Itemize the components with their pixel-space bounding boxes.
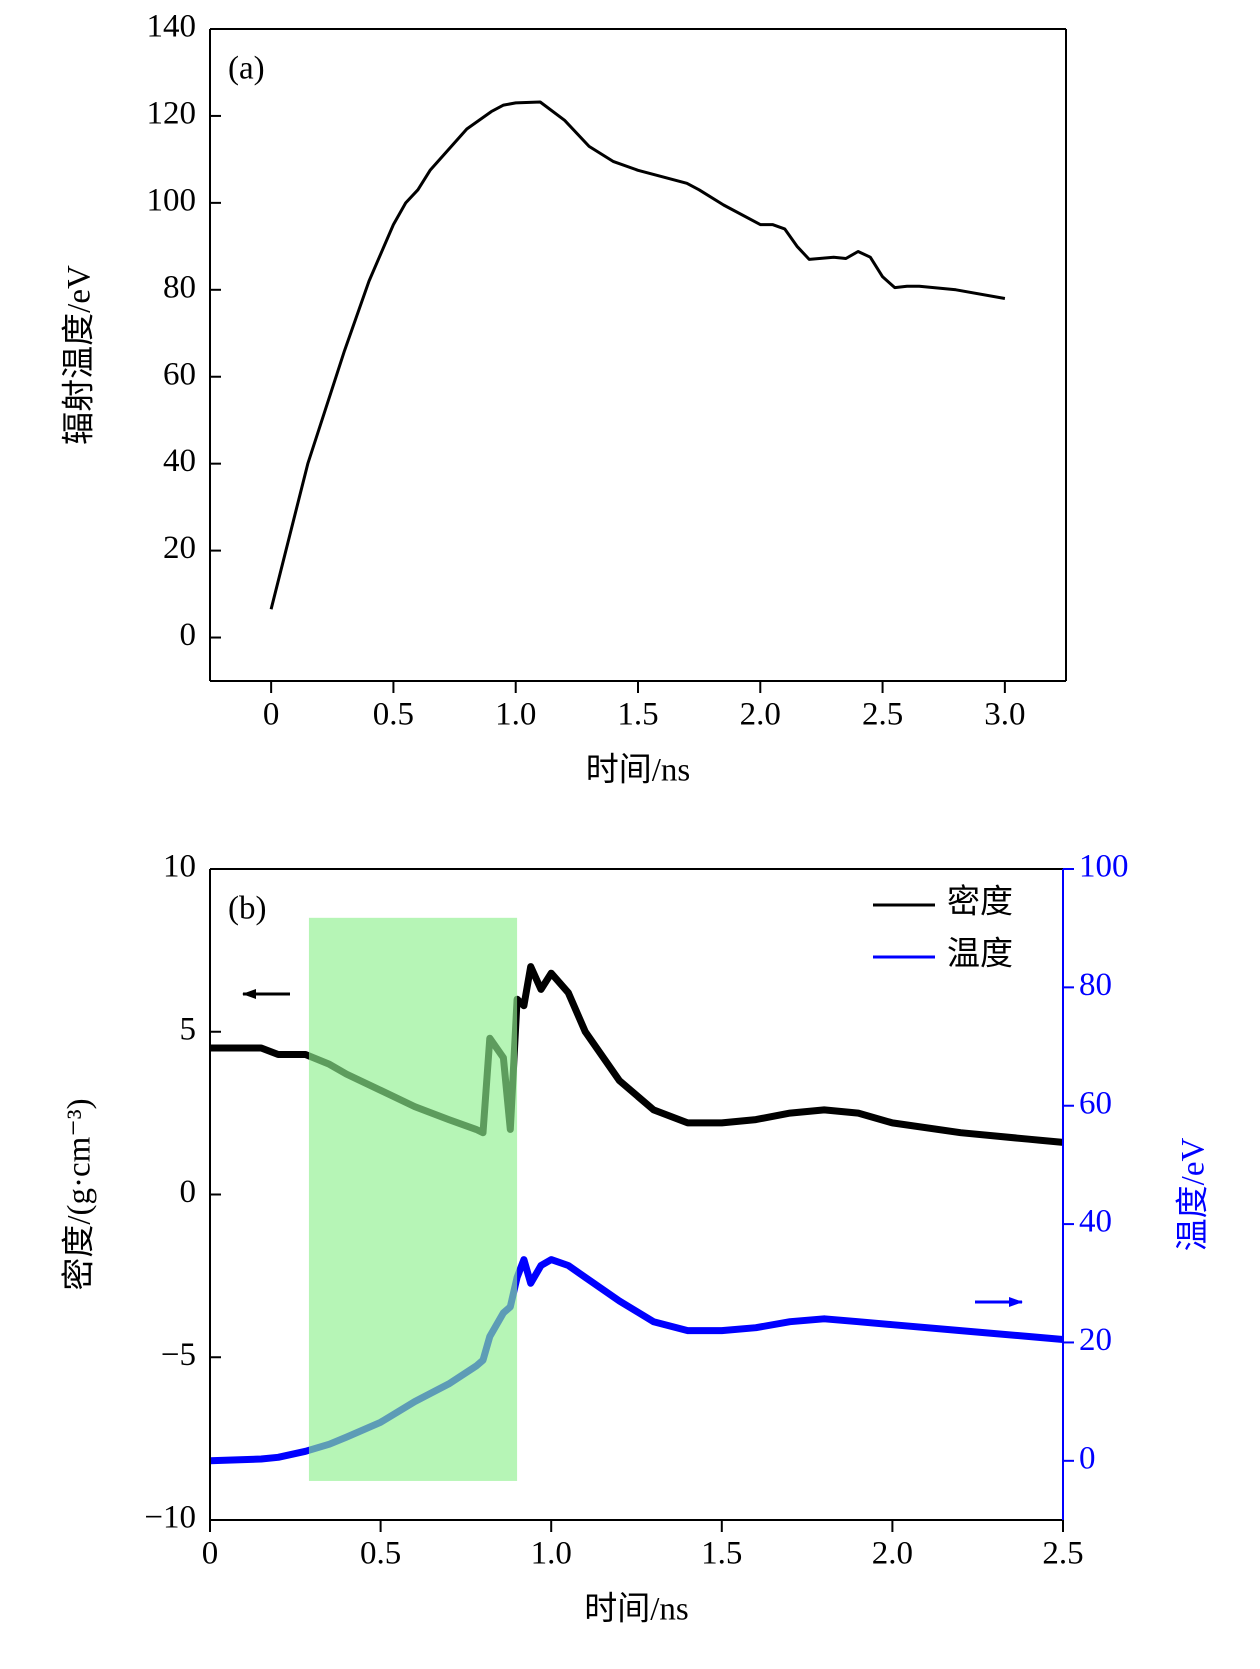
y-axis-title: 辐射温度/eV	[61, 265, 98, 445]
y-tick-label: −10	[144, 1500, 196, 1536]
panel-label: (a)	[228, 51, 265, 87]
x-tick-label: 0	[263, 697, 280, 733]
y-tick-label: 0	[180, 617, 197, 653]
legend-label: 温度	[947, 936, 1013, 973]
y-tick-label: 60	[163, 356, 196, 392]
y-tick-label: 120	[147, 96, 197, 132]
x-tick-label: 0	[202, 1536, 219, 1572]
y-tick-label: 0	[180, 1174, 197, 1210]
x-tick-label: 2.5	[862, 697, 903, 733]
y-tick-label: −5	[161, 1337, 196, 1373]
x-tick-label: 1.0	[495, 697, 536, 733]
x-tick-label: 3.0	[984, 697, 1025, 733]
x-tick-label: 0.5	[373, 697, 414, 733]
panel: 0 0.5 1.0 1.5 2.0 2.5 3.0 0 20 40 60 80 100 120 140 (a)…	[61, 9, 1067, 789]
y-tick-label: 20	[163, 530, 196, 566]
y2-tick-label: 80	[1079, 967, 1112, 1003]
y2-tick-label: 0	[1079, 1440, 1096, 1476]
y2-tick-label: 20	[1079, 1322, 1112, 1358]
x-tick-label: 2.5	[1042, 1536, 1083, 1572]
y-tick-label: 140	[147, 9, 197, 45]
series-line	[269, 100, 1006, 610]
y2-tick-label: 60	[1079, 1085, 1112, 1121]
x-tick-label: 2.0	[740, 697, 781, 733]
y-axis-title: 密度/(g·cm⁻³)	[61, 1098, 98, 1290]
x-tick-label: 1.5	[617, 697, 658, 733]
panel: 0 0.5 1.0 1.5 2.0 2.5−10−50510020406080100(b)…	[61, 849, 1212, 1628]
panel-label: (b)	[228, 891, 266, 927]
y-tick-label: 40	[163, 443, 196, 479]
y-tick-label: 80	[163, 269, 196, 305]
legend-label: 密度	[947, 884, 1013, 921]
y2-axis-title: 温度/eV	[1175, 1138, 1212, 1252]
y-tick-label: 5	[180, 1011, 197, 1047]
x-axis-title: 时间/ns	[586, 753, 691, 789]
x-axis-title: 时间/ns	[584, 1592, 689, 1628]
y-tick-label: 100	[147, 182, 197, 218]
y2-tick-label: 100	[1079, 849, 1129, 885]
x-tick-label: 1.0	[531, 1536, 572, 1572]
y-tick-label: 10	[163, 849, 196, 885]
y2-tick-label: 40	[1079, 1204, 1112, 1240]
x-tick-label: 1.5	[701, 1536, 742, 1572]
highlight-region	[308, 917, 518, 1481]
x-tick-label: 0.5	[360, 1536, 401, 1572]
x-tick-label: 2.0	[872, 1536, 913, 1572]
